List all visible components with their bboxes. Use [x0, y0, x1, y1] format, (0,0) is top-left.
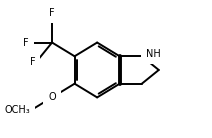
Text: OCH₃: OCH₃ — [4, 105, 30, 115]
Text: F: F — [49, 8, 55, 18]
Text: O: O — [48, 92, 56, 102]
Text: F: F — [23, 38, 29, 48]
Text: NH: NH — [146, 49, 160, 59]
Text: F: F — [30, 57, 35, 67]
